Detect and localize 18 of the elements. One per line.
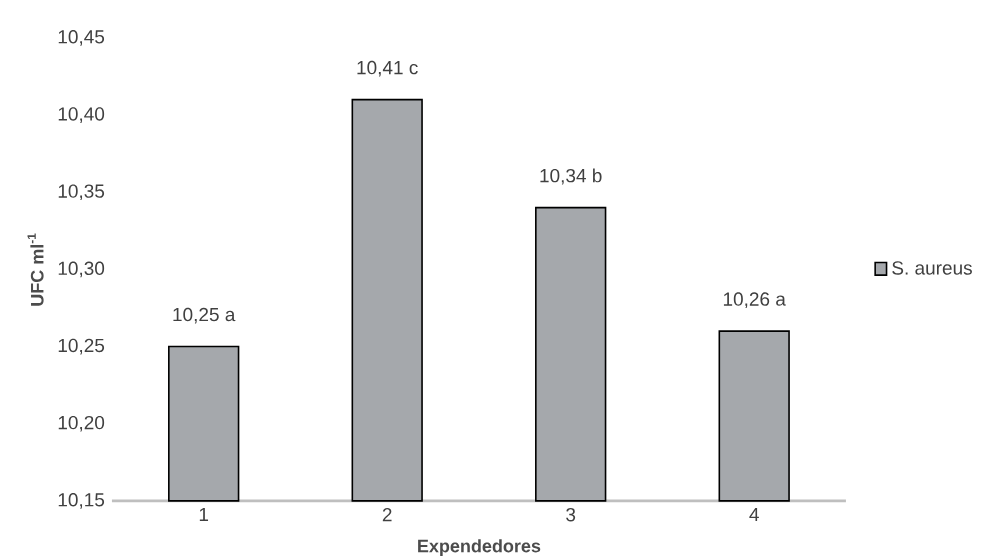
y-tick-label: 10,20: [58, 415, 105, 432]
y-tick-label: 10,15: [58, 493, 105, 509]
x-tick-label: 3: [566, 507, 576, 522]
x-axis-title: Expendedores: [418, 539, 541, 556]
y-tick-label: 10,35: [58, 184, 105, 201]
data-label: 10,34 b: [540, 168, 602, 185]
data-label: 10,26 a: [723, 292, 786, 309]
x-tick-label: 2: [382, 507, 392, 522]
y-tick-label: 10,30: [58, 261, 105, 278]
y-axis-title: UFC ml$^{-1}$: [27, 233, 44, 306]
data-label: 10,25 a: [173, 307, 236, 324]
y-tick-label: 10,25: [58, 338, 105, 355]
legend-label: S. aureus: [892, 261, 972, 275]
y-tick-label: 10,45: [58, 30, 105, 46]
x-tick-label: 4: [749, 507, 759, 522]
y-tick-label: 10,40: [58, 107, 105, 123]
x-tick-label: 1: [199, 507, 209, 522]
data-label: 10,41 c: [357, 60, 418, 77]
